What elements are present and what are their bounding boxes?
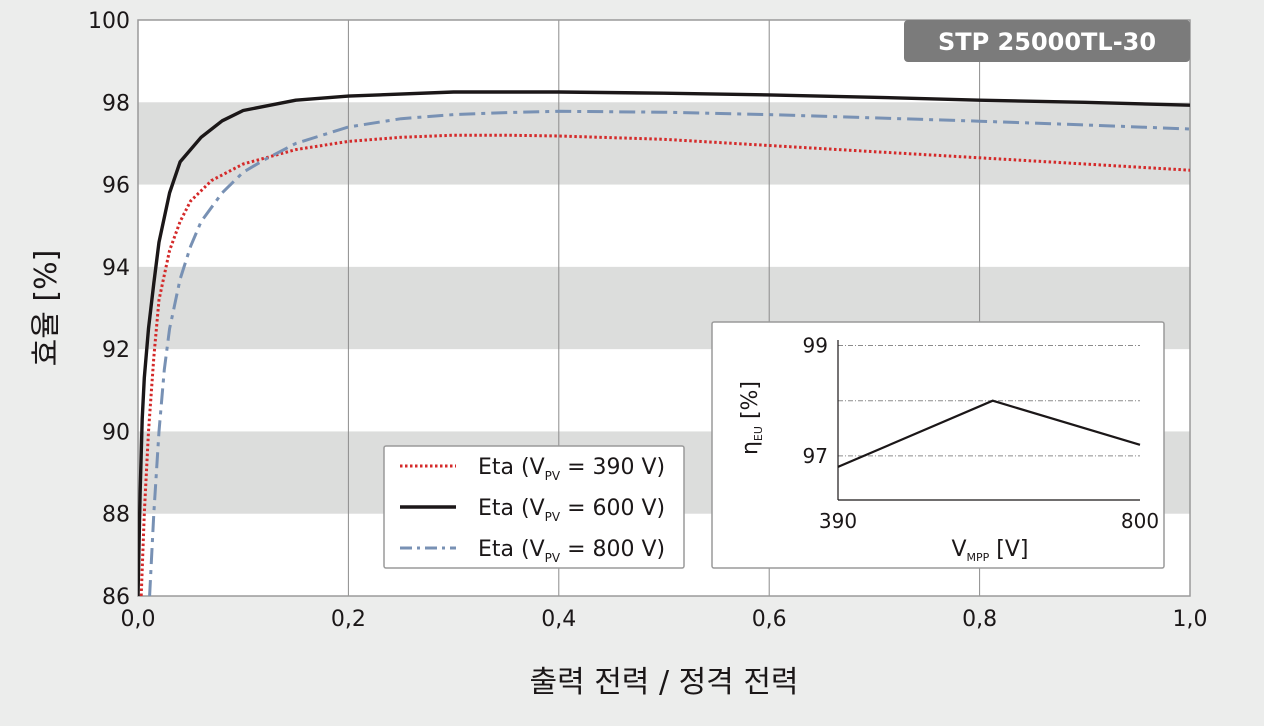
grid-band (138, 102, 1190, 185)
x-tick-label: 0,0 (121, 607, 156, 632)
series-line-1 (139, 133, 1190, 596)
y-tick-label: 92 (102, 338, 130, 363)
x-tick-label: 0,6 (752, 607, 787, 632)
inset-x-title-suffix: [V] (989, 537, 1028, 562)
series-group (138, 90, 1190, 596)
inset-y-axis-title: ηEU [%] (738, 381, 765, 455)
inset-x-title-symbol: V (951, 537, 966, 562)
inset-series-line (837, 399, 1141, 468)
x-tick-label: 0,8 (962, 607, 997, 632)
y-tick-label: 96 (102, 174, 130, 199)
inset-y-tick-label: 99 (803, 334, 828, 358)
legend-label-prefix: Eta (V (478, 455, 545, 480)
y-tick-label: 98 (102, 91, 130, 116)
y-tick-label: 100 (88, 9, 130, 34)
legend-label-suffix: = 600 V) (560, 496, 665, 521)
inset-x-title-subscript: MPP (967, 551, 990, 564)
y-axis-title: 효율 [%] (29, 250, 64, 367)
inset-x-axis-title: VMPP [V] (951, 537, 1028, 564)
model-badge (904, 20, 1190, 62)
x-axis-title: 출력 전력 / 정격 전력 (529, 665, 798, 700)
legend-label-1: Eta (VPV = 390 V) (478, 455, 665, 483)
series-line-3 (148, 109, 1190, 596)
inset-y-tick-label: 97 (803, 444, 828, 468)
y-tick-label: 86 (102, 585, 130, 610)
inset-x-tick-label: 800 (1121, 509, 1159, 533)
legend-label-2: Eta (VPV = 600 V) (478, 496, 665, 524)
x-tick-label: 1,0 (1173, 607, 1208, 632)
y-tick-label: 94 (102, 256, 130, 281)
legend-box (383, 445, 685, 569)
legend-label-prefix: Eta (V (478, 537, 545, 562)
legend-label-suffix: = 800 V) (560, 537, 665, 562)
x-tick-label: 0,2 (331, 607, 366, 632)
x-tick-label: 0,4 (541, 607, 576, 632)
legend-label-suffix: = 390 V) (560, 455, 665, 480)
inset-y-title-suffix: [%] (738, 381, 763, 426)
inset-box (711, 321, 1165, 569)
model-badge-text: STP 25000TL-30 (938, 28, 1156, 56)
legend-label-prefix: Eta (V (478, 496, 545, 521)
y-tick-label: 90 (102, 420, 130, 445)
legend-label-3: Eta (VPV = 800 V) (478, 537, 665, 565)
legend: Eta (VPV = 390 V)Eta (VPV = 600 V)Eta (V… (383, 445, 685, 569)
inset-y-title-symbol: η (738, 441, 763, 455)
series-line-2 (138, 90, 1190, 596)
legend-label-subscript: PV (545, 469, 561, 483)
legend-label-subscript: PV (545, 551, 561, 565)
y-tick-label: 88 (102, 503, 130, 528)
inset-x-tick-label: 390 (819, 509, 857, 533)
inset-y-title-subscript: EU (752, 426, 765, 441)
inset-chart: 97 99 390 800 VMPP [V] ηEU [%] (711, 321, 1165, 569)
legend-label-subscript: PV (545, 510, 561, 524)
plot-frame (137, 19, 1191, 597)
